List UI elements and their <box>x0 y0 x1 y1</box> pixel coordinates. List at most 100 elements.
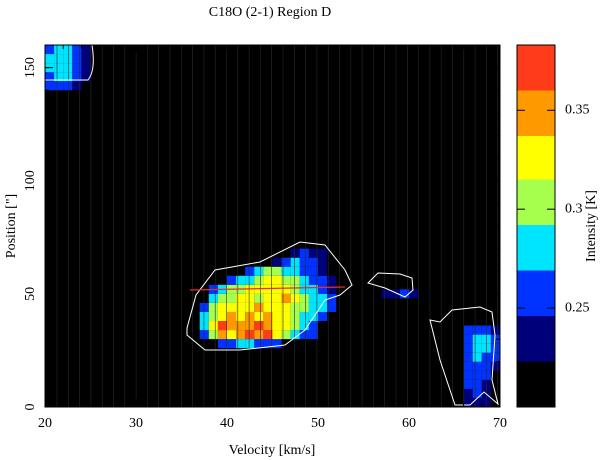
cell <box>327 284 337 294</box>
cell <box>81 54 91 64</box>
cell <box>227 311 237 322</box>
x-tick-label: 60 <box>402 416 416 431</box>
cell <box>208 330 218 340</box>
cell <box>254 293 264 303</box>
cell <box>472 361 482 371</box>
cell <box>318 266 328 276</box>
colorbar-tick-label: 0.3 <box>565 201 583 216</box>
cell <box>299 311 309 322</box>
cell <box>245 266 255 276</box>
cell <box>308 293 318 303</box>
cell <box>236 311 246 322</box>
cell <box>217 330 227 340</box>
cell <box>327 293 337 303</box>
cell <box>318 293 328 303</box>
cell <box>290 321 300 331</box>
y-tick-label: 100 <box>23 170 38 191</box>
cell <box>236 275 246 285</box>
cell <box>272 330 282 340</box>
cell <box>72 81 82 91</box>
cell <box>45 45 55 55</box>
cell <box>299 257 309 267</box>
cell <box>290 302 300 312</box>
cell <box>63 45 73 55</box>
cell <box>227 321 237 331</box>
x-tick-label: 50 <box>311 416 325 431</box>
contour <box>429 306 499 406</box>
cell <box>263 275 273 285</box>
cell <box>54 54 64 64</box>
cell <box>299 248 309 258</box>
cell <box>281 321 291 331</box>
cell <box>318 257 328 267</box>
cell <box>208 302 218 312</box>
cell <box>281 284 291 294</box>
cell <box>409 289 419 299</box>
x-tick-label: 40 <box>220 416 234 431</box>
cell <box>472 397 482 407</box>
colorbar-outline <box>516 44 556 408</box>
colorbar-band <box>517 225 555 271</box>
cell <box>263 266 273 276</box>
cell <box>281 275 291 285</box>
cell <box>463 361 473 371</box>
cell <box>308 248 318 258</box>
x-tick-label: 20 <box>38 416 52 431</box>
cell <box>299 275 309 285</box>
cell <box>72 63 82 73</box>
cell <box>72 72 82 82</box>
cell <box>327 302 337 312</box>
cell <box>54 63 64 73</box>
cell <box>254 321 264 331</box>
cell <box>281 266 291 276</box>
cell <box>463 352 473 362</box>
cell <box>54 81 64 91</box>
cell <box>290 266 300 276</box>
contours <box>45 44 499 406</box>
cell <box>227 275 237 285</box>
cell <box>299 293 309 303</box>
cell <box>263 321 273 331</box>
contour <box>367 272 414 298</box>
colorbar-tick-label: 0.25 <box>565 300 590 315</box>
cell <box>472 388 482 398</box>
cell <box>281 311 291 322</box>
cell <box>217 339 227 349</box>
cell <box>227 302 237 312</box>
cell <box>72 45 82 55</box>
colorbar-band <box>517 361 555 407</box>
cell <box>227 330 237 340</box>
cell <box>208 293 218 303</box>
cell <box>54 45 64 55</box>
cell <box>217 302 227 312</box>
cell <box>272 284 282 294</box>
cell <box>208 321 218 331</box>
cell <box>463 325 473 335</box>
colorbar-band <box>517 179 555 226</box>
cell <box>290 275 300 285</box>
cell <box>299 330 309 340</box>
cell <box>63 72 73 82</box>
cell <box>254 275 264 285</box>
cell <box>263 311 273 322</box>
colorbar-band <box>517 316 555 362</box>
contour <box>45 44 94 81</box>
colorbar-band <box>517 90 555 136</box>
cell <box>308 330 318 340</box>
cell <box>81 72 91 82</box>
cell <box>490 343 500 353</box>
cell <box>318 311 328 322</box>
colorbar-band <box>517 135 555 180</box>
cell <box>245 330 255 340</box>
cell <box>54 72 64 82</box>
cell <box>245 302 255 312</box>
cell <box>272 321 282 331</box>
cell <box>281 330 291 340</box>
cell <box>199 330 209 340</box>
colorbar-tick-label: 0.35 <box>565 102 590 117</box>
cell <box>272 339 282 349</box>
cell <box>236 302 246 312</box>
cell <box>227 293 237 303</box>
x-tick-label: 30 <box>129 416 143 431</box>
cell <box>245 311 255 322</box>
